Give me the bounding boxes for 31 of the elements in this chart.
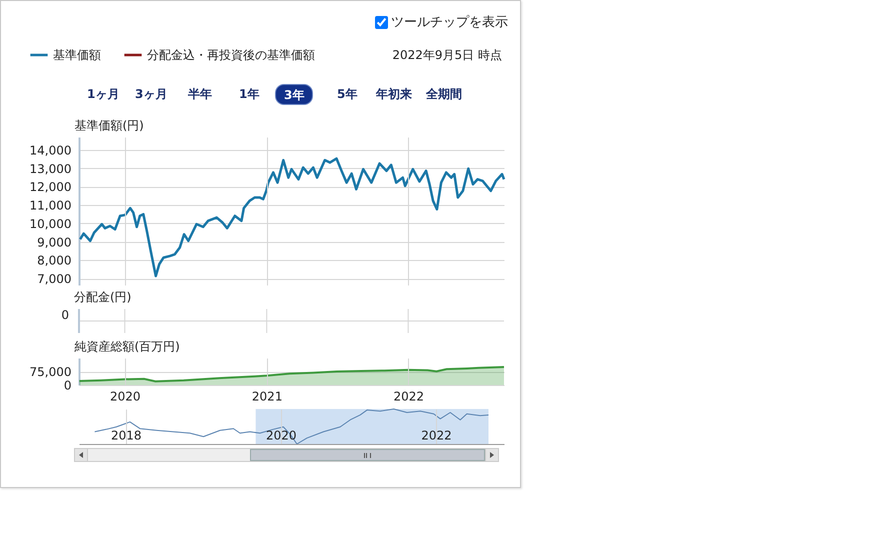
y-tick-label: 12,000 <box>30 180 72 194</box>
y-tick-label: 10,000 <box>30 216 72 231</box>
y-tick-label: 75,000 <box>30 365 72 379</box>
y-tick-label: 8,000 <box>37 254 72 268</box>
text: 1ヶ月 <box>79 84 128 105</box>
x-tick-label: 2021 <box>252 390 282 404</box>
y-tick-label: 9,000 <box>37 235 72 250</box>
x-tick-label: 2020 <box>110 390 141 404</box>
text: 年初来 <box>368 84 420 105</box>
y-tick-label: 0 <box>64 378 72 392</box>
y-tick-label: 7,000 <box>37 272 72 286</box>
legend-label: 分配金込・再投資後の基準価額 <box>147 48 315 62</box>
x-tick-label: 2022 <box>393 390 424 404</box>
text: 分配金(円) <box>74 290 132 304</box>
x-tick-label: 2018 <box>110 428 142 442</box>
text: ツールチップを表示 <box>391 14 508 31</box>
legend-label: 基準価額 <box>53 48 101 62</box>
text: 全期間 <box>418 84 470 105</box>
text: 2022年9月5日 時点 <box>392 47 502 64</box>
y-axis-title: 基準価額(円) <box>74 118 144 132</box>
text: 3年 <box>275 84 314 105</box>
y-tick-label: 14,000 <box>30 143 72 158</box>
line-series <box>78 157 506 278</box>
text: 1年 <box>231 84 268 105</box>
text: 5年 <box>329 84 366 105</box>
x-tick-label: 2022 <box>421 428 452 442</box>
text: 半年 <box>180 84 220 105</box>
y-tick-label: 11,000 <box>30 198 72 213</box>
y-tick-label: 13,000 <box>30 162 72 176</box>
text: 3ヶ月 <box>127 84 176 105</box>
y-axis-title: 純資産総額(百万円) <box>74 340 180 354</box>
